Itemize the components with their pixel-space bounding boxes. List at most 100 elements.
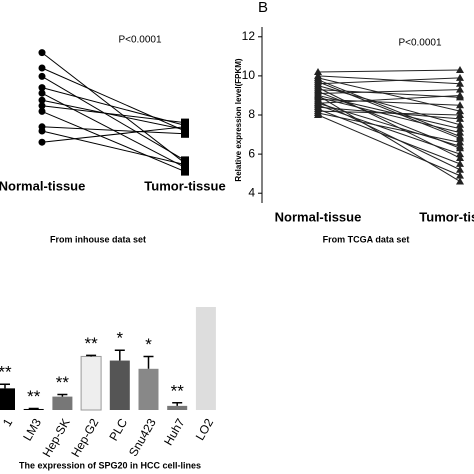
point bbox=[456, 101, 464, 109]
point bbox=[181, 156, 189, 165]
point bbox=[181, 122, 189, 131]
x-tick-label: Normal-tissue bbox=[275, 209, 362, 224]
pair-line bbox=[317, 77, 461, 112]
pair-line bbox=[317, 85, 461, 126]
point bbox=[456, 111, 464, 118]
bar bbox=[138, 368, 159, 410]
x-tick-label: 1 bbox=[0, 416, 16, 429]
x-tick-label: Tumor-tissue bbox=[419, 209, 474, 224]
point bbox=[456, 85, 464, 93]
pair-line bbox=[41, 87, 186, 126]
pair-line bbox=[317, 77, 461, 85]
point bbox=[456, 79, 464, 87]
point bbox=[456, 124, 464, 132]
x-tick-label: Snu423 bbox=[126, 416, 159, 459]
point bbox=[38, 49, 46, 57]
point bbox=[456, 159, 464, 167]
error-bar bbox=[28, 407, 39, 410]
x-tick-label: PLC bbox=[106, 416, 130, 444]
annotation: P<0.0001 bbox=[398, 38, 442, 49]
pair-line bbox=[41, 110, 186, 173]
pair-line bbox=[317, 100, 461, 171]
error-bar bbox=[172, 402, 183, 406]
point bbox=[456, 138, 464, 146]
point bbox=[314, 75, 322, 83]
point bbox=[456, 114, 464, 122]
point bbox=[314, 91, 322, 99]
pair-line bbox=[317, 87, 461, 159]
pair-line bbox=[41, 105, 186, 124]
point bbox=[181, 118, 189, 127]
point bbox=[181, 167, 189, 176]
point bbox=[181, 160, 189, 169]
pair-line bbox=[41, 67, 186, 132]
error-bar bbox=[0, 383, 10, 389]
y-tick-label: 4 bbox=[248, 185, 255, 199]
point bbox=[456, 142, 464, 150]
panel-label: B bbox=[258, 0, 268, 16]
pair-line bbox=[41, 75, 186, 161]
caption: From inhouse data set bbox=[50, 234, 146, 244]
significance: * bbox=[116, 329, 123, 348]
point bbox=[38, 96, 46, 104]
point bbox=[314, 111, 322, 118]
error-bar bbox=[114, 349, 125, 361]
point bbox=[38, 102, 46, 110]
pair-line bbox=[317, 110, 461, 116]
caption: From TCGA data set bbox=[323, 234, 410, 244]
point bbox=[456, 150, 464, 158]
point bbox=[38, 138, 46, 146]
x-tick-label: Huh7 bbox=[161, 416, 188, 448]
point bbox=[456, 107, 464, 115]
point bbox=[456, 120, 464, 128]
point bbox=[38, 127, 46, 135]
pair-line bbox=[317, 75, 461, 85]
point bbox=[456, 132, 464, 140]
bar bbox=[167, 405, 188, 410]
point bbox=[38, 89, 46, 97]
y-tick-label: 10 bbox=[242, 68, 256, 82]
bar bbox=[195, 307, 216, 410]
point bbox=[38, 84, 46, 92]
error-bar bbox=[143, 355, 154, 369]
pair-line bbox=[317, 89, 461, 98]
caption: The expression of SPG20 in HCC cell-line… bbox=[19, 460, 201, 470]
significance: ** bbox=[0, 363, 12, 382]
point bbox=[456, 128, 464, 136]
point bbox=[456, 177, 464, 185]
pair-line bbox=[317, 114, 461, 177]
bar bbox=[80, 355, 102, 411]
point bbox=[38, 107, 46, 115]
pair-line bbox=[317, 94, 461, 130]
pair-line bbox=[317, 94, 461, 104]
pair-line bbox=[317, 69, 461, 73]
point bbox=[38, 72, 46, 80]
bar bbox=[0, 388, 15, 410]
pair-line bbox=[317, 102, 461, 147]
point bbox=[456, 73, 464, 81]
significance: ** bbox=[27, 387, 41, 406]
pair-line bbox=[317, 98, 461, 106]
pair-line bbox=[317, 79, 461, 137]
point bbox=[456, 154, 464, 162]
bar bbox=[52, 396, 73, 410]
point bbox=[38, 64, 46, 72]
x-tick-label: Hep-G2 bbox=[68, 416, 101, 460]
y-tick-label: 8 bbox=[248, 107, 255, 121]
x-tick-label: LO2 bbox=[193, 416, 217, 443]
pair-line bbox=[41, 130, 186, 166]
pair-line bbox=[41, 126, 186, 143]
x-tick-label: Tumor-tissue bbox=[144, 178, 225, 193]
y-axis-label: Relative expression level(FPKM) bbox=[234, 58, 243, 181]
significance: ** bbox=[56, 373, 70, 392]
point bbox=[456, 91, 464, 99]
bar bbox=[109, 360, 130, 410]
point bbox=[181, 129, 189, 138]
point bbox=[456, 171, 464, 179]
y-tick-label: 6 bbox=[248, 146, 255, 160]
y-tick-label: 12 bbox=[242, 29, 256, 43]
point bbox=[456, 66, 464, 74]
pair-line bbox=[41, 99, 186, 131]
annotation: P<0.0001 bbox=[118, 35, 162, 46]
